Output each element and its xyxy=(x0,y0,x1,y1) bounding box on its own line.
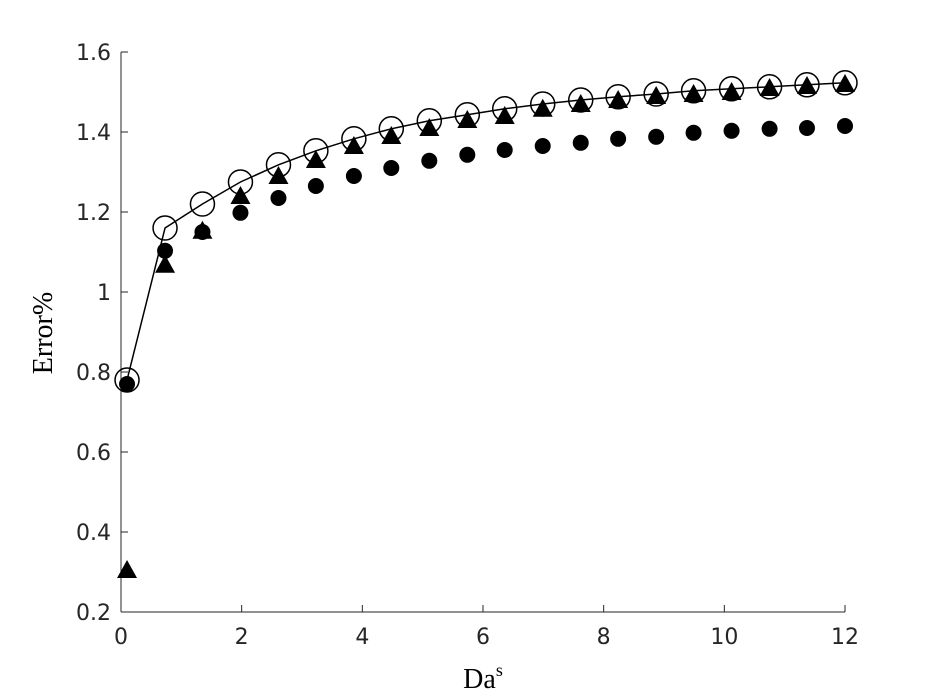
marker xyxy=(718,76,745,102)
marker xyxy=(534,138,551,154)
y-tick-label: 1 xyxy=(97,281,111,306)
marker xyxy=(605,84,631,110)
marker xyxy=(759,78,780,96)
marker xyxy=(459,146,476,163)
marker xyxy=(343,136,364,154)
x-tick-label: 10 xyxy=(710,625,738,650)
y-tick-label: 1.4 xyxy=(76,121,111,146)
marker xyxy=(835,74,855,92)
marker xyxy=(610,130,627,147)
marker xyxy=(421,152,438,169)
marker xyxy=(189,191,216,217)
marker xyxy=(383,160,400,176)
marker xyxy=(798,120,815,136)
marker xyxy=(345,168,362,184)
marker xyxy=(570,94,591,112)
y-tick-label: 0.6 xyxy=(76,441,111,466)
marker xyxy=(794,72,820,98)
marker xyxy=(381,126,402,144)
marker xyxy=(194,224,211,240)
marker xyxy=(721,82,742,100)
y-axis-label: Error% xyxy=(28,292,59,374)
x-tick-label: 0 xyxy=(114,625,128,650)
x-tick-label: 12 xyxy=(831,625,859,650)
marker xyxy=(307,178,324,194)
marker xyxy=(796,76,817,94)
marker xyxy=(305,150,326,168)
marker xyxy=(114,367,140,393)
marker xyxy=(648,128,665,145)
y-tick-label: 0.4 xyxy=(76,521,111,546)
x-tick-label: 4 xyxy=(355,625,369,650)
marker xyxy=(419,118,440,136)
marker xyxy=(152,215,178,241)
marker xyxy=(155,254,176,273)
marker xyxy=(157,242,174,259)
marker xyxy=(837,118,853,134)
marker xyxy=(270,190,287,206)
marker xyxy=(532,98,553,117)
marker xyxy=(685,124,702,141)
y-tick-label: 0.8 xyxy=(76,361,111,386)
y-tick-label: 1.6 xyxy=(76,41,111,66)
marker xyxy=(117,560,138,578)
x-label-text: Da xyxy=(463,664,496,695)
marker xyxy=(230,186,251,204)
marker xyxy=(494,106,515,124)
x-axis-label: Das xyxy=(463,660,503,695)
x-tick-label: 8 xyxy=(597,625,611,650)
y-tick-label: 1.2 xyxy=(76,201,111,226)
marker xyxy=(119,376,136,392)
marker xyxy=(680,78,707,104)
y-tick-label: 0.2 xyxy=(76,601,111,626)
marker xyxy=(756,74,783,100)
marker xyxy=(572,134,589,151)
marker xyxy=(268,166,289,184)
marker xyxy=(232,204,249,221)
marker xyxy=(496,142,513,158)
marker xyxy=(832,70,858,96)
marker xyxy=(643,81,669,107)
marker xyxy=(723,122,740,139)
marker xyxy=(608,90,629,108)
marker xyxy=(646,86,667,104)
series-line xyxy=(126,82,846,381)
x-tick-label: 6 xyxy=(476,625,490,650)
marker xyxy=(457,110,478,128)
x-tick-label: 2 xyxy=(235,625,249,650)
marker xyxy=(761,120,778,137)
x-label-superscript: s xyxy=(496,660,503,680)
marker xyxy=(683,84,704,102)
